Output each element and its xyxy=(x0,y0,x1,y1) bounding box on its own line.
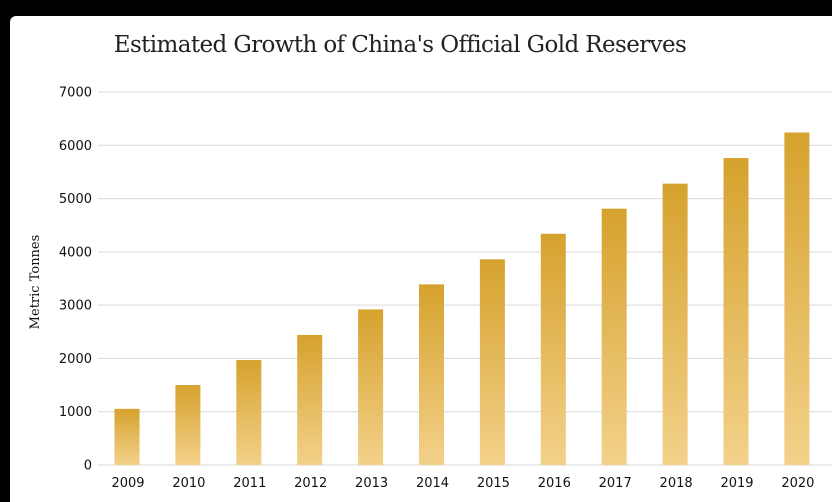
x-tick-label-2011: 2011 xyxy=(233,476,266,491)
chart-frame: Estimated Growth of China's Official Gol… xyxy=(10,16,832,502)
x-tick-label-2018: 2018 xyxy=(660,476,693,491)
y-tick-label: 6000 xyxy=(59,139,92,154)
chart-title: Estimated Growth of China's Official Gol… xyxy=(113,32,687,58)
y-axis-ticks: 0 1000 2000 3000 4000 5000 6000 7000 xyxy=(59,86,92,474)
y-tick-label: 0 xyxy=(84,459,92,474)
bar-2009 xyxy=(114,408,140,465)
x-tick-label-2015: 2015 xyxy=(477,476,510,491)
gridlines xyxy=(98,91,832,466)
bar-2018 xyxy=(662,183,688,465)
y-tick-label: 5000 xyxy=(59,192,92,207)
y-axis-label: Metric Tonnes xyxy=(28,235,43,330)
bar-2014 xyxy=(419,284,444,465)
y-tick-label: 2000 xyxy=(59,352,92,367)
x-axis-ticks: 2009 2010 2011 2012 2013 2014 2015 2016 2017 2018… xyxy=(111,476,814,491)
bar-2012 xyxy=(297,334,323,465)
y-tick-label: 3000 xyxy=(59,299,92,314)
x-tick-label-2012: 2012 xyxy=(294,476,327,491)
x-tick-label-2010: 2010 xyxy=(172,476,205,491)
y-tick-label: 7000 xyxy=(59,86,92,101)
x-tick-label-2019: 2019 xyxy=(720,476,753,491)
bar-2017 xyxy=(601,208,627,465)
x-tick-label-2009: 2009 xyxy=(111,476,144,491)
bars xyxy=(114,132,810,466)
x-tick-label-2016: 2016 xyxy=(538,476,571,491)
bar-2013 xyxy=(358,309,384,465)
bar-2019 xyxy=(723,158,749,465)
y-tick-label: 4000 xyxy=(59,245,92,260)
y-tick-label: 1000 xyxy=(59,405,92,420)
bar-2015 xyxy=(479,259,505,465)
x-tick-label-2013: 2013 xyxy=(355,476,388,491)
bar-2016 xyxy=(540,233,566,465)
x-tick-label-2017: 2017 xyxy=(599,476,632,491)
bar-2011 xyxy=(236,360,262,465)
bar-2010 xyxy=(175,385,201,465)
x-tick-label-2014: 2014 xyxy=(416,476,449,491)
bar-2020 xyxy=(784,132,810,466)
x-tick-label-2020: 2020 xyxy=(781,476,814,491)
